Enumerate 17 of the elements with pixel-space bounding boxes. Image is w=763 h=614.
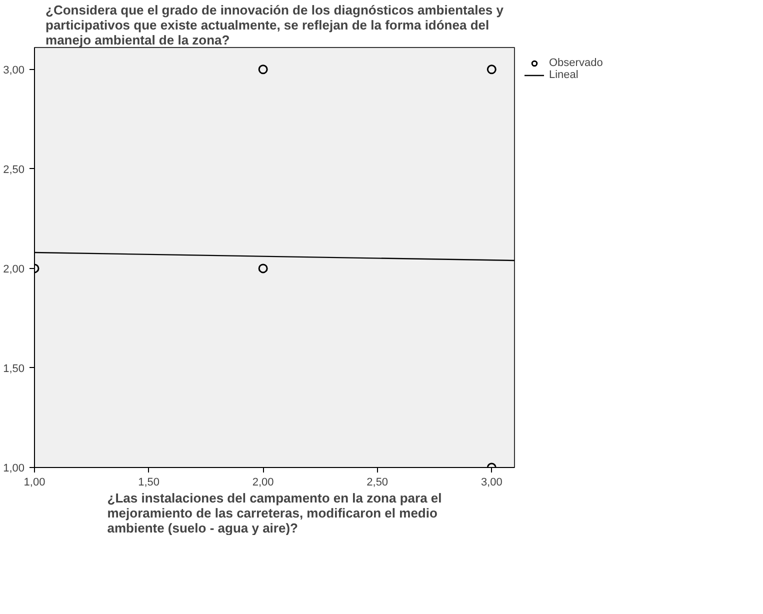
legend-label: Lineal [549,69,578,81]
y-tick-label: 2,50 [3,164,25,176]
y-tick-label: 1,50 [3,362,25,375]
point [258,64,268,74]
y-tick-label: 3,00 [3,64,25,76]
x-tick-label: 3,00 [480,476,502,488]
x-axis-title: ¿Las instalaciones del campamento en la zona para el mejoramiento de las carreteras, modificaron el medio ambiente (suelo - agua y aire)? [107,490,442,536]
y-tick-label: 2,00 [3,263,25,276]
x-tick-label: 2,00 [252,476,274,488]
point [486,64,496,74]
x-tick-label: 2,50 [366,476,388,488]
x-tick-label: 1,50 [138,476,160,488]
legend-label: Observado [549,57,603,69]
chart-title: ¿Considera que el grado de innovación de los diagnósticos ambientales y participativos que existe actualmente, se reflejan de la forma idónea del manejo ambiental de la zona? [46,2,504,48]
x-tick-label: 1,00 [24,476,46,488]
point [258,264,268,274]
y-tick-label: 1,00 [3,462,25,474]
